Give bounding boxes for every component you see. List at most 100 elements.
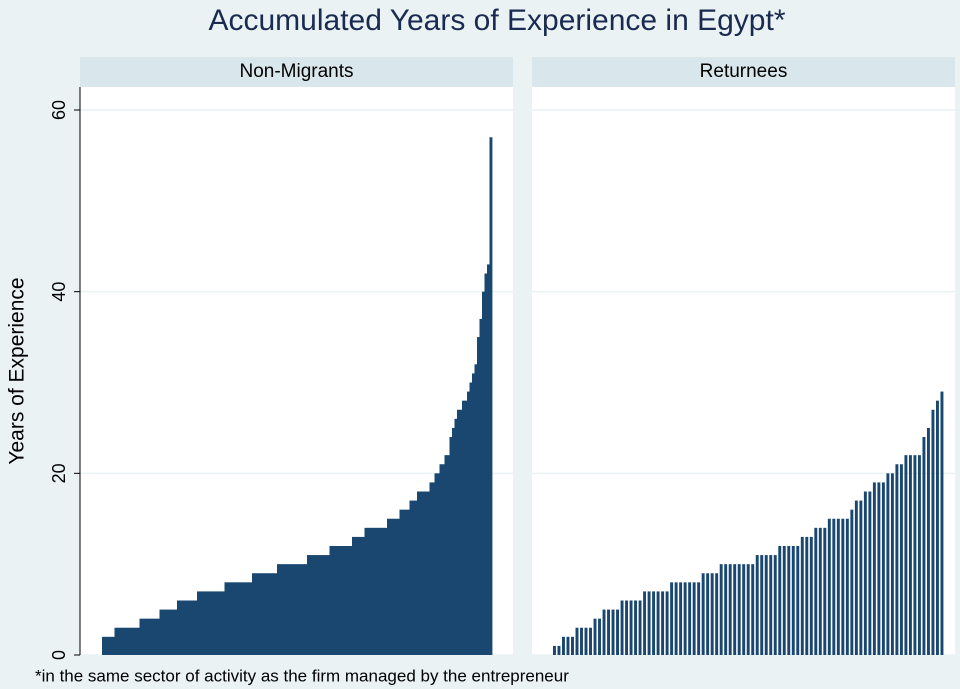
- bar: [742, 564, 746, 655]
- y-tick-label: 20: [49, 463, 69, 483]
- bar: [187, 600, 190, 655]
- bar: [337, 546, 340, 655]
- bar: [244, 582, 248, 655]
- bar: [234, 582, 238, 655]
- bar: [357, 536, 360, 655]
- bar: [575, 627, 579, 655]
- bar: [167, 609, 170, 655]
- bar: [444, 455, 448, 655]
- bar: [397, 518, 400, 655]
- bar: [935, 400, 939, 655]
- bar: [367, 527, 370, 655]
- bar: [697, 582, 701, 655]
- bar: [292, 564, 295, 655]
- bar: [329, 546, 333, 655]
- bar: [379, 527, 383, 655]
- bar: [339, 546, 343, 655]
- bar: [212, 591, 215, 655]
- bar: [319, 555, 323, 655]
- bar: [229, 582, 233, 655]
- bar: [222, 591, 225, 655]
- bar: [137, 627, 140, 655]
- bar: [197, 591, 200, 655]
- bar: [899, 464, 903, 655]
- bar: [399, 509, 403, 655]
- bar: [387, 518, 390, 655]
- bar: [854, 500, 858, 655]
- bar: [611, 609, 615, 655]
- bar: [412, 500, 415, 655]
- bar: [202, 591, 205, 655]
- bar: [850, 509, 854, 655]
- bar: [194, 600, 198, 655]
- bar: [269, 573, 273, 655]
- bar: [437, 473, 440, 655]
- bar: [184, 600, 188, 655]
- bar: [429, 482, 433, 655]
- bar: [877, 482, 881, 655]
- bar: [818, 527, 822, 655]
- bar: [710, 573, 714, 655]
- bar: [417, 491, 420, 655]
- bar: [647, 591, 651, 655]
- bar: [109, 636, 113, 655]
- bar: [472, 373, 475, 655]
- bar: [926, 427, 930, 655]
- bar: [773, 555, 777, 655]
- bar: [442, 464, 445, 655]
- bar: [755, 555, 759, 655]
- bar: [886, 473, 890, 655]
- bar: [724, 564, 728, 655]
- bar: [297, 564, 300, 655]
- bar: [409, 500, 413, 655]
- bar: [701, 573, 705, 655]
- bar: [224, 582, 228, 655]
- bar: [217, 591, 220, 655]
- bar: [670, 582, 674, 655]
- bar: [469, 382, 473, 655]
- bar: [364, 527, 368, 655]
- bar: [384, 527, 388, 655]
- bar: [823, 527, 827, 655]
- bar: [249, 582, 253, 655]
- bar: [314, 555, 318, 655]
- bar: [634, 600, 638, 655]
- bar: [422, 491, 425, 655]
- bar: [242, 582, 245, 655]
- bar: [580, 627, 583, 655]
- bar: [359, 536, 363, 655]
- bar: [868, 491, 872, 655]
- bar: [796, 546, 800, 655]
- bar: [908, 455, 912, 655]
- bar: [389, 518, 393, 655]
- bar: [169, 609, 173, 655]
- bar: [477, 337, 480, 655]
- bar: [347, 546, 350, 655]
- bar: [715, 573, 719, 655]
- bar: [369, 527, 373, 655]
- bar: [214, 591, 218, 655]
- bar: [836, 518, 840, 655]
- bar: [122, 627, 125, 655]
- bar: [274, 573, 278, 655]
- y-tick-label: 40: [49, 282, 69, 302]
- bar: [219, 591, 223, 655]
- bar: [940, 391, 944, 655]
- bar: [349, 546, 353, 655]
- bar: [382, 527, 385, 655]
- bar: [247, 582, 250, 655]
- bar: [629, 600, 633, 655]
- bar: [324, 555, 328, 655]
- bar: [159, 609, 163, 655]
- chart-title: Accumulated Years of Experience in Egypt…: [208, 4, 785, 37]
- bar: [661, 591, 665, 655]
- y-tick-label: 0: [49, 650, 69, 660]
- bar: [374, 527, 378, 655]
- bar: [239, 582, 243, 655]
- bar: [129, 627, 133, 655]
- bar: [264, 573, 268, 655]
- bar: [467, 391, 470, 655]
- bar: [232, 582, 235, 655]
- bar: [392, 518, 395, 655]
- bar: [362, 536, 365, 655]
